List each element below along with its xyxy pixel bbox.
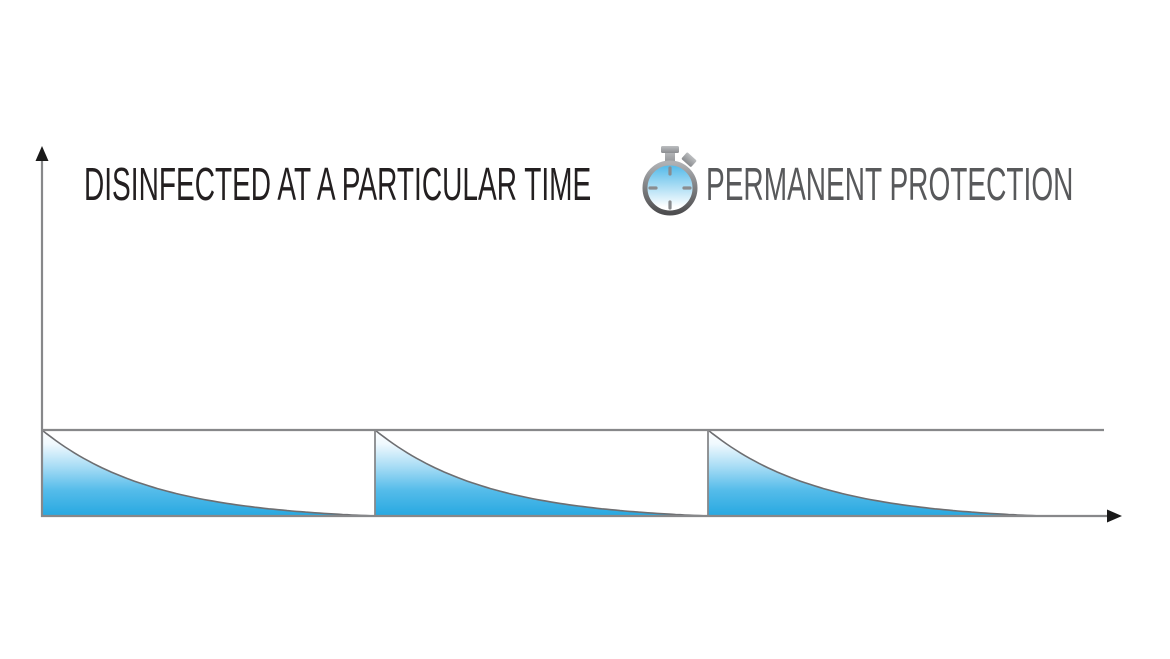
stopwatch-crown [661, 146, 679, 165]
y-axis-arrow [35, 146, 49, 161]
stopwatch-face [642, 160, 698, 216]
stopwatch-side-button [681, 152, 697, 167]
decay-curves [41, 429, 1042, 517]
disinfected-label: DISINFECTED AT A PARTICULAR TIME [84, 158, 592, 210]
x-axis-arrow [1107, 509, 1122, 523]
stopwatch-icon [642, 146, 698, 216]
decay-areas [42, 430, 1041, 516]
stopwatch-tick-marks [648, 166, 692, 210]
permanent-protection-label: PERMANENT PROTECTION [706, 158, 1074, 210]
